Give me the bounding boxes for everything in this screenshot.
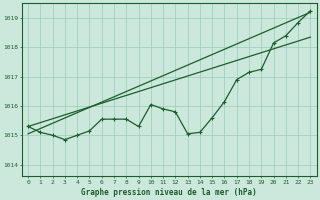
- X-axis label: Graphe pression niveau de la mer (hPa): Graphe pression niveau de la mer (hPa): [81, 188, 257, 197]
